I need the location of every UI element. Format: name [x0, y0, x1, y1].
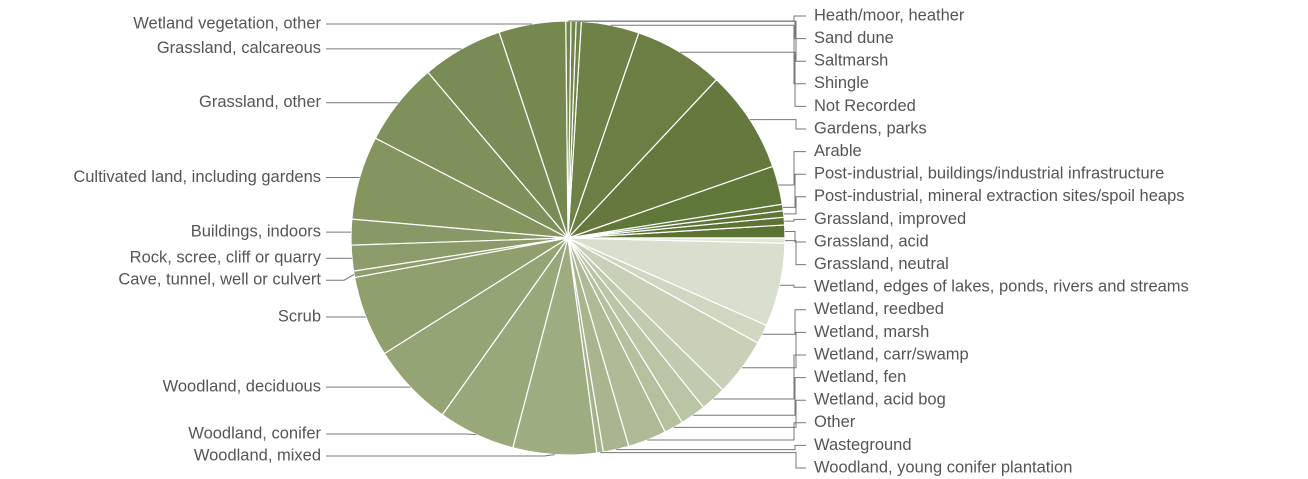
leader-line-other — [647, 422, 806, 441]
slice-label-woodland-mixed: Woodland, mixed — [194, 446, 321, 464]
slice-label-woodland-conifer: Woodland, conifer — [188, 424, 321, 442]
slice-label-woodland-young-conifer-plantation: Woodland, young conifer plantation — [814, 458, 1072, 476]
leader-lines — [326, 15, 806, 469]
pie-slices — [350, 20, 786, 456]
leader-line-wetland-fen — [693, 377, 806, 416]
slice-label-wetland-fen: Wetland, fen — [814, 368, 906, 386]
slice-label-wetland-edges-of-lakes-ponds-rivers-and-streams: Wetland, edges of lakes, ponds, rivers a… — [814, 278, 1189, 296]
leader-line-woodland-conifer — [326, 433, 477, 436]
leader-line-woodland-mixed — [326, 454, 555, 457]
slice-label-grassland-other: Grassland, other — [199, 93, 321, 111]
leader-line-arable — [778, 151, 806, 186]
leader-line-woodland-young-conifer-plantation — [600, 452, 806, 469]
slice-label-gardens-parks: Gardens, parks — [814, 119, 927, 137]
slice-label-grassland-acid: Grassland, acid — [814, 232, 929, 250]
slice-label-rock-scree-cliff-or-quarry: Rock, scree, cliff or quarry — [130, 249, 322, 267]
slice-label-post-industrial-buildings-industrial-infrastructure: Post-industrial, buildings/industrial in… — [814, 165, 1164, 183]
slice-label-wetland-reedbed: Wetland, reedbed — [814, 300, 944, 318]
slice-label-sand-dune: Sand dune — [814, 29, 894, 47]
slice-label-wetland-marsh: Wetland, marsh — [814, 323, 929, 341]
leader-line-wetland-edges-of-lakes-ponds-rivers-and-streams — [779, 284, 806, 288]
leader-line-wasteground — [616, 444, 806, 451]
leader-line-grassland-neutral — [785, 240, 806, 266]
slice-label-not-recorded: Not Recorded — [814, 97, 916, 115]
slice-label-buildings-indoors: Buildings, indoors — [191, 222, 321, 240]
slice-label-arable: Arable — [814, 142, 862, 160]
slice-label-shingle: Shingle — [814, 74, 869, 92]
leader-line-wetland-carr-swamp — [713, 354, 806, 400]
pie-slice-gardens-parks[interactable] — [567, 78, 774, 239]
leader-line-saltmarsh — [578, 20, 806, 62]
slice-label-grassland-neutral: Grassland, neutral — [814, 255, 949, 273]
slice-label-wasteground: Wasteground — [814, 436, 912, 454]
slice-label-cave-tunnel-well-or-culvert: Cave, tunnel, well or culvert — [118, 271, 321, 289]
leader-line-wetland-reedbed — [762, 309, 806, 335]
leader-line-grassland-improved — [784, 218, 806, 222]
slice-label-heath-moor-heather: Heath/moor, heather — [814, 6, 965, 24]
leader-line-grassland-acid — [784, 231, 806, 243]
leader-line-post-industrial-mineral-extraction-sites-spoil-heaps — [783, 196, 806, 215]
slice-labels: Heath/moor, heather Sand dune Saltmarsh Shi… — [73, 6, 1188, 476]
leader-line-shingle — [610, 24, 806, 85]
leader-line-post-industrial-buildings-industrial-infrastructure — [782, 173, 806, 208]
slice-label-grassland-improved: Grassland, improved — [814, 210, 966, 228]
slice-label-scrub: Scrub — [278, 307, 321, 325]
leader-line-gardens-parks — [749, 119, 806, 130]
slice-label-grassland-calcareous: Grassland, calcareous — [157, 39, 321, 57]
slice-label-other: Other — [814, 413, 856, 431]
slice-label-wetland-acid-bog: Wetland, acid bog — [814, 391, 946, 409]
slice-label-saltmarsh: Saltmarsh — [814, 52, 888, 70]
slice-label-post-industrial-mineral-extraction-sites-spoil-heaps: Post-industrial, mineral extraction site… — [814, 187, 1185, 205]
slice-label-wetland-vegetation-other: Wetland vegetation, other — [133, 14, 321, 32]
leader-line-heath-moor-heather — [568, 15, 806, 22]
leader-line-not-recorded — [680, 51, 806, 107]
leader-line-cave-tunnel-well-or-culvert — [326, 273, 355, 281]
leader-line-wetland-acid-bog — [673, 399, 806, 428]
pie-slice-grassland-neutral[interactable] — [567, 237, 786, 244]
slice-label-cultivated-land-including-gardens: Cultivated land, including gardens — [73, 168, 321, 186]
slice-label-woodland-deciduous: Woodland, deciduous — [163, 377, 321, 395]
slice-label-wetland-carr-swamp: Wetland, carr/swamp — [814, 345, 969, 363]
leader-line-wetland-marsh — [742, 331, 806, 369]
